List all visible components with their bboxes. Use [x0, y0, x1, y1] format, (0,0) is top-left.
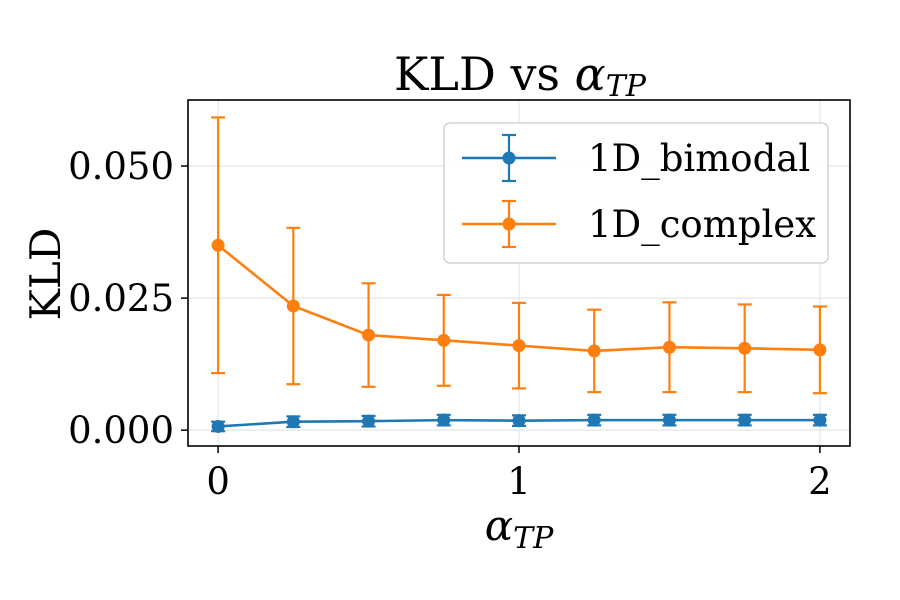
data-point — [738, 341, 752, 355]
chart-title-text: KLD vs — [394, 47, 575, 101]
tick-layer: 0 1 2 0.000 0.025 0.050 — [68, 145, 832, 503]
chart-title: KLD vs αTP — [394, 47, 647, 104]
data-point — [211, 419, 225, 433]
data-point — [211, 238, 225, 252]
data-point — [286, 415, 300, 429]
series-1d-bimodal — [211, 413, 827, 433]
legend-label: 1D_bimodal — [588, 137, 810, 181]
series-1d-complex — [211, 116, 827, 395]
x-tick-label: 2 — [808, 460, 832, 503]
data-point — [512, 414, 526, 428]
y-tick-label: 0.050 — [68, 145, 174, 188]
data-point — [512, 339, 526, 353]
legend-entry-1d-complex: 1D_complex — [462, 199, 816, 249]
y-tick-label: 0.000 — [68, 409, 174, 452]
data-point — [437, 333, 451, 347]
x-axis-label-subscript: TP — [513, 521, 554, 556]
x-tick-label: 0 — [206, 460, 230, 503]
legend: 1D_bimodal 1D_complex — [443, 122, 829, 264]
legend-label: 1D_complex — [588, 203, 816, 247]
data-point — [662, 340, 676, 354]
data-point — [362, 328, 376, 342]
y-axis-label: KLD — [21, 228, 70, 321]
y-tick-label: 0.025 — [68, 277, 174, 320]
x-axis-label: αTP — [485, 501, 554, 556]
legend-marker — [502, 217, 516, 231]
data-layer — [211, 116, 827, 433]
chart-title-subscript: TP — [606, 69, 647, 104]
x-axis-label-symbol: α — [485, 501, 513, 550]
data-point — [437, 413, 451, 427]
data-point — [587, 413, 601, 427]
data-point — [813, 343, 827, 357]
data-point — [662, 413, 676, 427]
data-point — [362, 414, 376, 428]
data-point — [587, 344, 601, 358]
legend-entry-1d-bimodal: 1D_bimodal — [462, 133, 810, 183]
data-point — [286, 299, 300, 313]
legend-marker — [502, 151, 516, 165]
chart-title-symbol: α — [575, 47, 606, 101]
x-tick-label: 1 — [507, 460, 531, 503]
data-point — [738, 413, 752, 427]
data-point — [813, 413, 827, 427]
